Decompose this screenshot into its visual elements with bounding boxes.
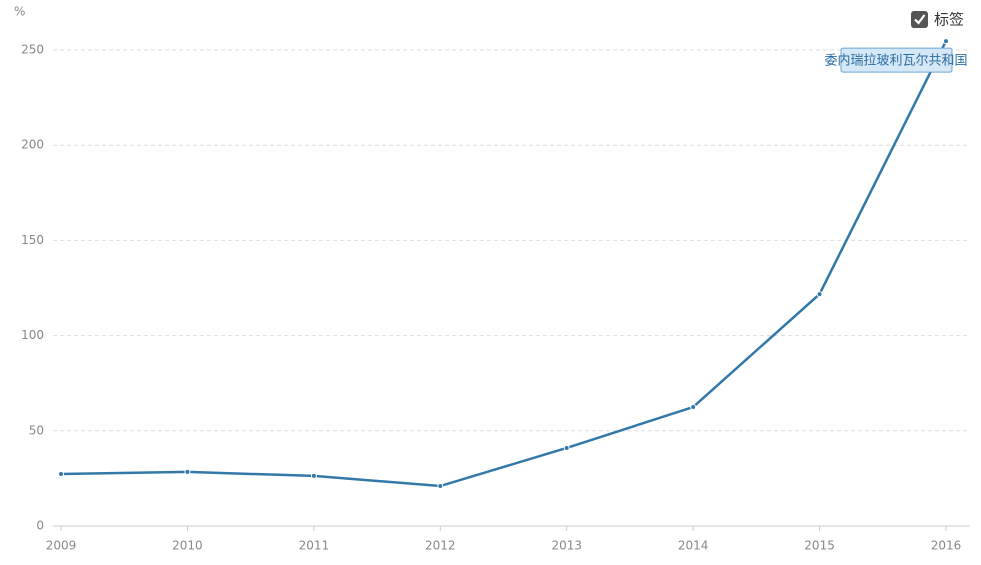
label-box [840, 47, 953, 73]
point [58, 471, 64, 478]
series-label: 委内瑞拉玻利瓦尔共和国 [824, 47, 968, 73]
x-tick-label: 2013 [551, 539, 582, 553]
y-tick-label: 150 [21, 233, 44, 247]
label-toggle[interactable]: 标签 [911, 11, 964, 29]
toggle-label[interactable]: 标签 [934, 11, 964, 29]
x-tick-label: 2011 [299, 539, 330, 553]
point [690, 404, 697, 411]
y-tick-label: 250 [21, 43, 44, 57]
point [943, 38, 949, 45]
x-tick-label: 2015 [804, 539, 835, 553]
y-tick-label: 100 [21, 328, 44, 342]
point [310, 472, 317, 479]
y-tick-label: 0 [36, 519, 44, 533]
x-tick-label: 2016 [931, 539, 962, 553]
y-tick-label: 200 [21, 138, 44, 152]
point [184, 468, 191, 475]
y-axis-label: % [14, 5, 25, 19]
label-text: 委内瑞拉玻利瓦尔共和国 [824, 53, 967, 69]
x-tick-label: 2009 [46, 539, 77, 553]
x-tick-label: 2012 [425, 539, 456, 553]
x-tick-label: 2010 [172, 539, 203, 553]
x-tick-label: 2014 [678, 539, 709, 553]
checkbox[interactable] [911, 11, 928, 28]
line [60, 40, 948, 488]
point [563, 444, 570, 451]
point [437, 483, 444, 490]
y-tick-label: 50 [29, 423, 44, 437]
point [816, 291, 823, 298]
check-mark [914, 14, 926, 25]
